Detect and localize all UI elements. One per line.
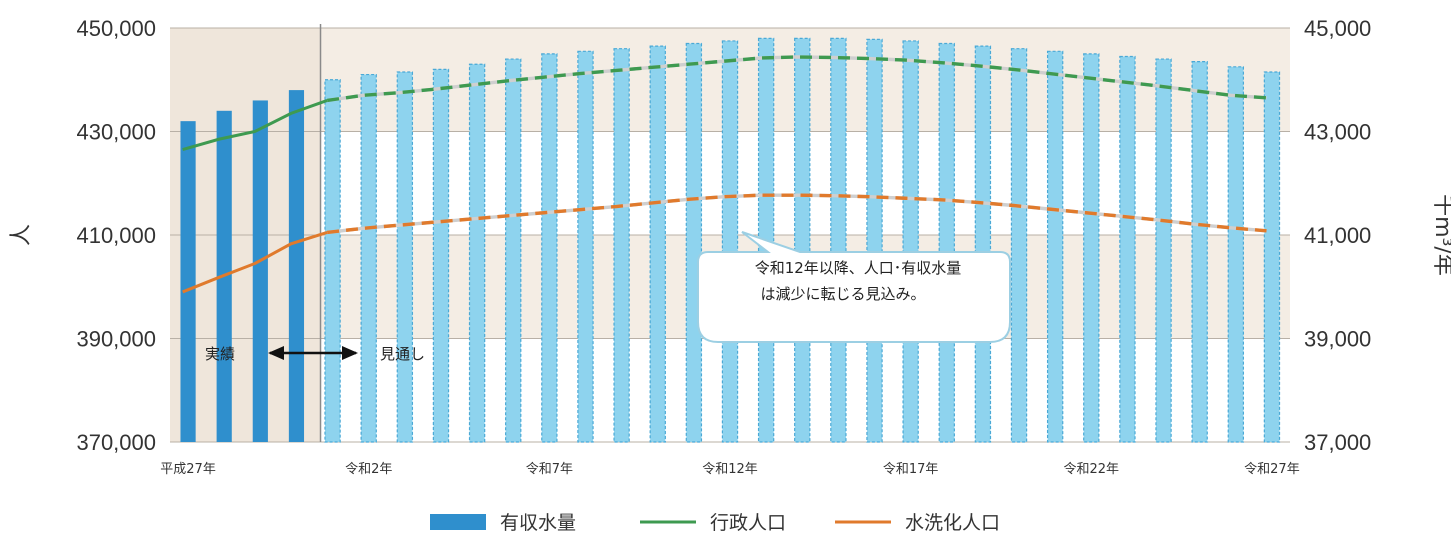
bar-forecast xyxy=(360,73,377,443)
bar-forecast xyxy=(1227,66,1244,443)
annotation-line-2: は減少に転じる見込み。 xyxy=(760,285,925,303)
y-left-tick-label: 370,000 xyxy=(76,430,156,455)
phase-arrow-right-head xyxy=(342,346,358,360)
bar-forecast xyxy=(505,58,522,443)
annotation-line-1: 令和12年以降、人口･有収水量 xyxy=(755,259,962,277)
phase-indicator: 実績 見通し xyxy=(205,345,425,363)
x-tick-label: 令和27年 xyxy=(1244,462,1300,477)
line-sewer-population-forecast xyxy=(326,193,1267,235)
bar-forecast xyxy=(1119,55,1136,443)
y-right-tick-label: 45,000 xyxy=(1304,16,1371,41)
bar-forecast xyxy=(396,71,414,443)
bar-forecast xyxy=(685,42,703,443)
bar-actual xyxy=(252,100,268,442)
bar-forecast xyxy=(432,68,450,443)
legend-label: 水洗化人口 xyxy=(905,512,1000,534)
line-admin-population-forecast xyxy=(326,55,1267,103)
x-tick-label: 令和17年 xyxy=(883,462,939,477)
bar-forecast xyxy=(613,48,630,443)
bar-forecast xyxy=(1263,71,1281,443)
line-sewer-population-actual xyxy=(182,230,328,294)
y-left-axis-title: 人 xyxy=(9,224,34,246)
x-tick-label: 令和22年 xyxy=(1064,462,1120,477)
bar-forecast xyxy=(324,79,341,443)
bar-actual xyxy=(288,90,305,442)
bar-forecast xyxy=(577,50,594,443)
annotation: 令和12年以降、人口･有収水量 は減少に転じる見込み。 xyxy=(697,231,1011,343)
bar-forecast xyxy=(830,37,847,443)
x-tick-label: 令和2年 xyxy=(345,462,392,477)
bar-forecast xyxy=(866,38,883,443)
y-right-tick-label: 37,000 xyxy=(1304,430,1371,455)
phase-arrow-left-head xyxy=(268,346,284,360)
legend-swatch-bar xyxy=(430,514,486,530)
bar-forecast xyxy=(721,40,739,443)
legend-label: 行政人口 xyxy=(710,512,786,534)
line-admin-population-actual xyxy=(182,99,328,152)
axes: 370,000 37,000 390,000 39,000 410,000 41,000 4… xyxy=(9,16,1451,477)
y-left-tick-label: 450,000 xyxy=(76,16,156,41)
bar-forecast xyxy=(1083,53,1100,443)
y-left-tick-label: 430,000 xyxy=(76,120,156,145)
y-right-tick-label: 41,000 xyxy=(1304,223,1371,248)
y-right-axis-title: 千m³/年 xyxy=(1430,194,1451,276)
phase-label-actual: 実績 xyxy=(205,345,235,363)
bars xyxy=(180,37,1281,443)
bar-forecast xyxy=(649,45,666,443)
bar-forecast xyxy=(1010,48,1028,443)
annotation-callout xyxy=(697,231,1011,343)
y-right-tick-label: 39,000 xyxy=(1304,327,1371,352)
bar-forecast xyxy=(1155,58,1172,443)
y-left-tick-label: 390,000 xyxy=(76,327,156,352)
phase-label-forecast: 見通し xyxy=(380,345,425,363)
bar-forecast xyxy=(938,42,955,443)
legend-label: 有収水量 xyxy=(500,512,576,534)
lines xyxy=(182,55,1267,294)
bar-forecast xyxy=(468,63,486,443)
bar-forecast xyxy=(794,37,811,443)
bar-forecast xyxy=(1046,50,1064,443)
bar-forecast xyxy=(541,53,558,443)
bar-actual xyxy=(180,121,196,443)
legend: 有収水量 行政人口 水洗化人口 xyxy=(430,512,1000,534)
bar-forecast xyxy=(1191,61,1208,443)
x-tick-label: 令和12年 xyxy=(702,462,758,477)
x-tick-label: 令和7年 xyxy=(526,462,573,477)
bar-forecast xyxy=(974,45,992,443)
bar-forecast xyxy=(902,40,919,443)
y-right-tick-label: 43,000 xyxy=(1304,120,1371,145)
y-left-tick-label: 410,000 xyxy=(76,223,156,248)
x-tick-label: 平成27年 xyxy=(160,462,216,477)
